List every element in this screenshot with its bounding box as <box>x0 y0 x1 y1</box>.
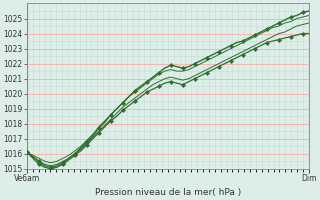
X-axis label: Pression niveau de la mer( hPa ): Pression niveau de la mer( hPa ) <box>95 188 241 197</box>
